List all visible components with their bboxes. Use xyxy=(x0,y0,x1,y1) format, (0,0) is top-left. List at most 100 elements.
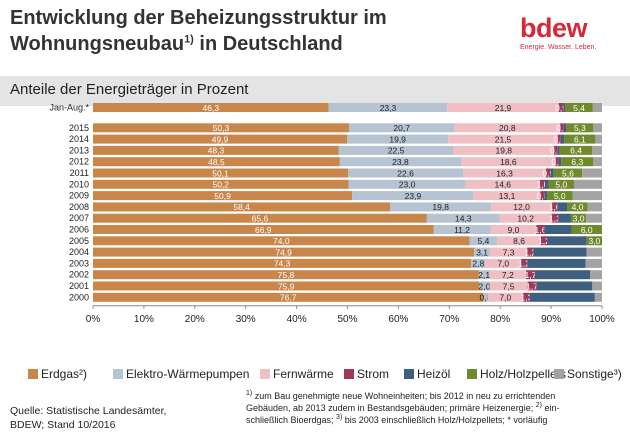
bar-strom-2008 xyxy=(552,202,558,212)
x-tick-label-10: 100% xyxy=(589,314,615,325)
data-label-erdgas-2006: 66,9 xyxy=(255,225,272,235)
bar-erdgas-2013 xyxy=(93,145,339,155)
category-label-2001: 2001 xyxy=(69,281,89,291)
bar-fernwärme-2011 xyxy=(463,168,547,178)
bar-strom-2012 xyxy=(555,157,559,167)
bar-fernwärme-2009 xyxy=(473,191,541,201)
x-tick-label-7: 70% xyxy=(439,314,459,325)
x-tick-label-1: 10% xyxy=(134,314,154,325)
data-label-holz-holzpellets-2012: 6,3 xyxy=(571,157,583,167)
bar-strom-jan-aug xyxy=(558,103,564,112)
bar-elektro-wärmepumpen-2015 xyxy=(349,123,455,133)
data-label-elektro-wärmepumpen-2007: 14,3 xyxy=(455,214,472,224)
data-label-elektro-wärmepumpen-2003: 2,8 xyxy=(472,259,484,269)
bar-holz-holzpellets-2011 xyxy=(553,168,583,178)
data-label-fernwärme-2002: 7,2 xyxy=(502,270,514,280)
category-label-2010: 2010 xyxy=(69,179,89,189)
data-label-fernwärme-2010: 14,6 xyxy=(494,180,511,190)
logo-tagline: Energie. Wasser. Leben. xyxy=(520,44,597,51)
bar-holz-holzpellets-2009 xyxy=(547,191,573,201)
data-label-elektro-wärmepumpen-2001: 2,0 xyxy=(479,281,491,291)
bar-elektro-wärmepumpen-2002 xyxy=(478,270,490,280)
data-label-holz-holzpellets-2009: 5,0 xyxy=(554,191,566,201)
bar-fernwärme-2002 xyxy=(489,270,527,280)
bar-sonstige-2011 xyxy=(582,168,602,178)
data-label-erdgas-2015: 50,3 xyxy=(213,123,230,133)
subtitle-band xyxy=(0,76,630,106)
bar-sonstige-jan-aug xyxy=(592,103,602,112)
bar-strom-2000 xyxy=(523,292,530,302)
bar-elektro-wärmepumpen-2005 xyxy=(469,236,498,246)
data-label-strom-2001: 1,7 xyxy=(526,281,538,291)
data-label-erdgas-2012: 48,5 xyxy=(208,157,225,167)
bar-strom-2003 xyxy=(521,258,528,268)
data-label-fernwärme-2007: 10,2 xyxy=(517,214,534,224)
data-label-erdgas-2008: 58,4 xyxy=(233,202,250,212)
data-label-fernwärme-2013: 19,8 xyxy=(495,146,512,156)
bar-strom-2009 xyxy=(540,191,545,201)
bar-elektro-wärmepumpen-2009 xyxy=(352,191,474,201)
data-label-elektro-wärmepumpen-2012: 23,8 xyxy=(392,157,409,167)
bar-holz-holzpellets-2012 xyxy=(561,157,594,167)
bar-strom-2013 xyxy=(554,145,558,155)
bar-sonstige-2010 xyxy=(574,179,602,189)
data-label-erdgas-2004: 74,9 xyxy=(275,247,292,257)
logo-wordmark: bdew xyxy=(520,13,588,43)
bar-sonstige-2001 xyxy=(592,281,602,291)
category-label-2007: 2007 xyxy=(69,213,89,223)
bar-erdgas-2003 xyxy=(93,258,472,268)
legend-label-elektro-wärmepumpen: Elektro-Wärmepumpen xyxy=(126,367,250,381)
footnote-text-3b: bis 2003 einschließlich Holz/Holzpellets… xyxy=(342,415,548,425)
data-label-strom-jan-aug: 0,9 xyxy=(555,103,567,113)
data-label-holz-holzpellets-2014: 6,1 xyxy=(574,134,586,144)
footnote-line-3: schließlich Bioerdgas; 3) bis 2003 einsc… xyxy=(246,414,559,426)
category-label-2012: 2012 xyxy=(69,157,89,167)
bar-sonstige-2014 xyxy=(595,134,602,144)
bar-heizöl-2014 xyxy=(560,134,565,144)
data-label-strom-2015: 0,7 xyxy=(556,123,568,133)
bar-holz-holzpellets-2015 xyxy=(566,123,594,133)
stacked-bar-chart: Jan-Aug.*2015201420132012201120102009200… xyxy=(49,103,615,325)
data-label-erdgas-2005: 74,0 xyxy=(273,236,290,246)
bar-heizöl-2010 xyxy=(544,179,549,189)
bar-holz-holzpellets-2006 xyxy=(571,225,602,234)
legend-item-erdgas: Erdgas²) xyxy=(28,366,87,382)
data-label-erdgas-2000: 76,7 xyxy=(280,293,297,303)
data-label-strom-2004: 1,2 xyxy=(524,247,536,257)
category-label-2008: 2008 xyxy=(69,202,89,212)
bar-heizöl-2013 xyxy=(557,145,560,155)
bar-erdgas-jan-aug xyxy=(93,103,329,112)
source-line-1: Quelle: Statistische Landesämter, xyxy=(10,405,167,417)
data-label-elektro-wärmepumpen-2010: 23,0 xyxy=(399,180,416,190)
data-label-fernwärme-jan-aug: 21,9 xyxy=(495,103,512,113)
data-label-strom-2000: 1,3 xyxy=(520,293,532,303)
bar-holz-holzpellets-jan-aug xyxy=(565,103,593,112)
legend-swatch-heizöl xyxy=(404,369,414,379)
bar-fernwärme-2000 xyxy=(487,292,524,302)
bdew-logo: bdew Energie. Wasser. Leben. xyxy=(520,14,620,51)
source-note: Quelle: Statistische Landesämter, BDEW; … xyxy=(10,404,166,432)
data-label-elektro-wärmepumpen-2008: 19,8 xyxy=(432,202,449,212)
legend-item-sonstige: Sonstige³) xyxy=(554,366,622,382)
legend-item-fernwärme: Fernwärme xyxy=(260,366,334,382)
data-label-elektro-wärmepumpen-2006: 11,2 xyxy=(454,225,470,235)
x-tick-label-0: 0% xyxy=(86,314,101,325)
bar-fernwärme-2007 xyxy=(499,213,552,223)
data-label-erdgas-2013: 48,3 xyxy=(208,146,225,156)
data-label-erdgas-2001: 75,9 xyxy=(278,281,295,291)
bar-fernwärme-2001 xyxy=(489,281,528,291)
legend-swatch-holz-holzpellets xyxy=(467,369,477,379)
bar-fernwärme-2010 xyxy=(465,179,540,189)
footnote-text-1: zum Bau genehmigte neue Wohneinheiten; b… xyxy=(252,391,556,401)
bar-strom-2002 xyxy=(526,270,535,280)
data-label-strom-2014: 0,6 xyxy=(553,134,565,144)
data-label-fernwärme-2003: 7,0 xyxy=(497,259,509,269)
bar-erdgas-2014 xyxy=(93,134,347,144)
bar-strom-2005 xyxy=(540,236,548,246)
legend-label-fernwärme: Fernwärme xyxy=(273,367,334,381)
bar-sonstige-2004 xyxy=(586,247,602,257)
data-label-holz-holzpellets-2006: 6,0 xyxy=(581,225,593,235)
data-label-strom-2013: 0,7 xyxy=(550,146,562,156)
category-label-2004: 2004 xyxy=(69,247,89,257)
